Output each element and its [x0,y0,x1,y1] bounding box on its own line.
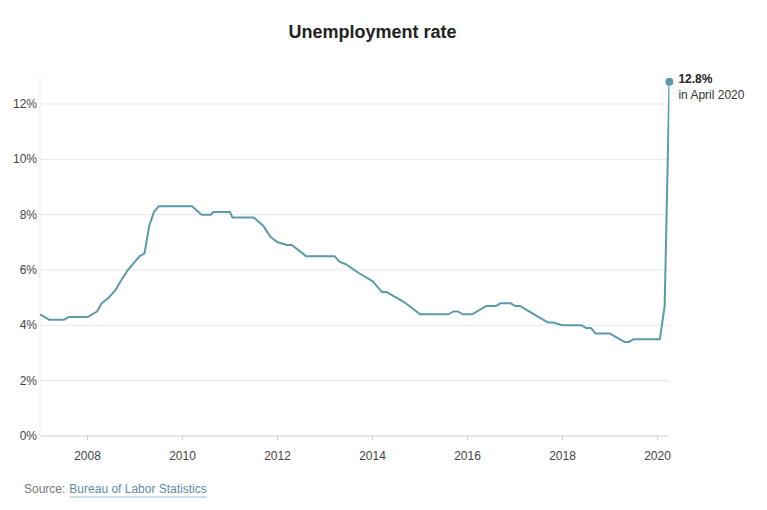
x-axis-line [40,436,669,437]
y-tick-label: 0% [20,429,38,443]
y-axis-line [40,76,41,436]
y-tick-label: 2% [20,374,38,388]
x-tick [182,436,183,440]
annotation-label: 12.8% [678,72,712,86]
annotation-text: in April 2020 [678,88,744,102]
y-tick-label: 12% [13,97,37,111]
chart: Unemployment rate 0% 2% 4% 6% 8% 10% 12% 2008 201… [0,0,767,510]
source-link: Bureau of Labor Statistics [69,482,206,496]
x-tick [87,436,88,440]
x-tick-label: 2018 [549,449,576,463]
x-tick [657,436,658,440]
y-tick-label: 4% [20,318,38,332]
x-tick [372,436,373,440]
x-tick [562,436,563,440]
x-tick-label: 2016 [454,449,481,463]
x-tick-label: 2010 [169,449,196,463]
y-tick-label: 10% [13,152,37,166]
y-tick-label: 8% [20,208,38,222]
source-label: Source: [24,482,65,496]
title: Unemployment rate [288,22,456,42]
plot-area [40,82,669,342]
source-underline [69,497,206,498]
line [40,82,669,342]
x-tick-label: 2014 [359,449,386,463]
x-tick-label: 2008 [74,449,101,463]
grid-line [40,214,669,215]
x-tick [277,436,278,440]
grid-line [40,380,669,381]
y-tick-label: 6% [20,263,38,277]
x-tick [467,436,468,440]
annotation-dot [665,78,673,86]
grid-line [40,436,669,437]
x-tick-label: 2020 [644,449,671,463]
grid-line [40,159,669,160]
x-tick-label: 2012 [264,449,291,463]
grid-line [40,103,669,104]
